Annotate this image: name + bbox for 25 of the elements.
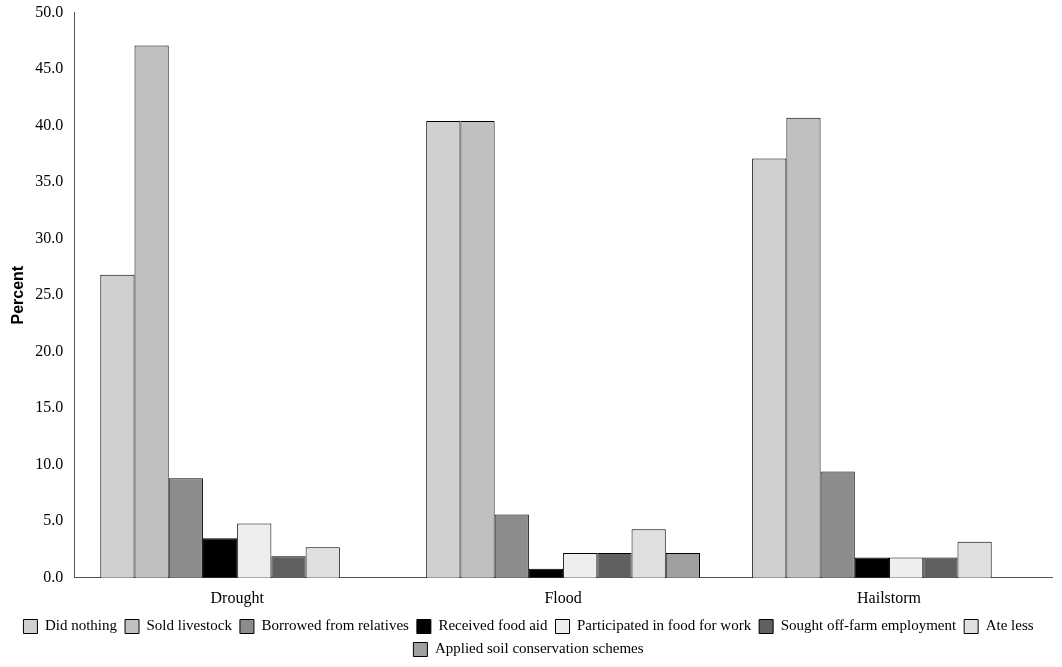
x-tick-label: Drought — [210, 588, 265, 607]
y-tick-label: 40.0 — [35, 115, 64, 133]
y-tick-label: 30.0 — [35, 228, 64, 246]
y-tick-label: 15.0 — [35, 398, 64, 416]
y-tick-label: 25.0 — [35, 285, 64, 303]
legend-label: Applied soil conservation schemes — [434, 640, 644, 657]
y-tick-label: 0.0 — [43, 568, 64, 585]
legend-label: Ate less — [985, 617, 1034, 634]
legend-label: Sold livestock — [146, 617, 233, 634]
legend-label: Received food aid — [438, 617, 549, 634]
bar — [854, 557, 890, 578]
x-tick-label: Hailstorm — [857, 588, 922, 606]
x-tick-label: Flood — [544, 588, 582, 606]
y-tick-label: 45.0 — [35, 59, 64, 77]
y-tick-label: 10.0 — [35, 454, 64, 472]
y-axis-title: Percent — [9, 265, 27, 325]
y-tick-label: 20.0 — [35, 341, 64, 359]
legend-label: Did nothing — [44, 617, 118, 634]
legend-label: Participated in food for work — [577, 617, 752, 634]
y-tick-label: 50.0 — [35, 2, 64, 20]
y-tick-label: 5.0 — [43, 511, 64, 529]
legend-label: Sought off-farm employment — [780, 617, 957, 634]
legend-label: Borrowed from relatives — [261, 617, 410, 634]
bar — [202, 538, 238, 578]
y-tick-label: 35.0 — [35, 172, 64, 190]
